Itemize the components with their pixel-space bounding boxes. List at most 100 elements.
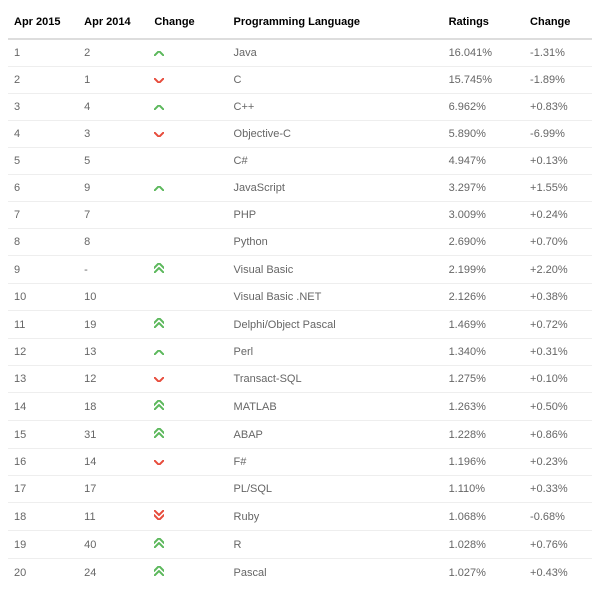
cell-apr2014: 14 bbox=[78, 449, 148, 476]
cell-change: +0.31% bbox=[524, 339, 592, 366]
cell-language: JavaScript bbox=[228, 175, 443, 202]
cell-apr2014: 19 bbox=[78, 311, 148, 339]
cell-apr2014: 13 bbox=[78, 339, 148, 366]
cell-ratings: 1.263% bbox=[443, 393, 524, 421]
cell-ratings: 1.028% bbox=[443, 531, 524, 559]
chevron-down-icon bbox=[154, 373, 164, 385]
cell-trend bbox=[148, 421, 227, 449]
cell-apr2015: 19 bbox=[8, 531, 78, 559]
table-row: 21C15.745%-1.89% bbox=[8, 67, 592, 94]
cell-apr2014: 17 bbox=[78, 476, 148, 503]
cell-change: +1.55% bbox=[524, 175, 592, 202]
cell-ratings: 1.110% bbox=[443, 476, 524, 503]
cell-apr2014: 24 bbox=[78, 559, 148, 587]
table-header-row: Apr 2015 Apr 2014 Change Programming Lan… bbox=[8, 8, 592, 39]
cell-change: +0.50% bbox=[524, 393, 592, 421]
cell-trend bbox=[148, 67, 227, 94]
cell-apr2015: 1 bbox=[8, 39, 78, 67]
cell-apr2015: 15 bbox=[8, 421, 78, 449]
cell-apr2015: 5 bbox=[8, 148, 78, 175]
language-rankings-table: Apr 2015 Apr 2014 Change Programming Lan… bbox=[8, 8, 592, 586]
cell-apr2014: 8 bbox=[78, 229, 148, 256]
cell-apr2014: 3 bbox=[78, 121, 148, 148]
table-row: 77PHP3.009%+0.24% bbox=[8, 202, 592, 229]
cell-apr2015: 7 bbox=[8, 202, 78, 229]
cell-language: Delphi/Object Pascal bbox=[228, 311, 443, 339]
cell-apr2015: 8 bbox=[8, 229, 78, 256]
table-row: 9-Visual Basic2.199%+2.20% bbox=[8, 256, 592, 284]
cell-trend bbox=[148, 311, 227, 339]
cell-language: C++ bbox=[228, 94, 443, 121]
cell-trend bbox=[148, 39, 227, 67]
cell-trend bbox=[148, 256, 227, 284]
cell-change: +0.13% bbox=[524, 148, 592, 175]
chevron-up-icon bbox=[154, 401, 164, 413]
table-row: 1010Visual Basic .NET2.126%+0.38% bbox=[8, 284, 592, 311]
cell-apr2014: 1 bbox=[78, 67, 148, 94]
cell-trend bbox=[148, 94, 227, 121]
cell-ratings: 15.745% bbox=[443, 67, 524, 94]
cell-ratings: 3.297% bbox=[443, 175, 524, 202]
table-row: 1213Perl1.340%+0.31% bbox=[8, 339, 592, 366]
cell-apr2014: - bbox=[78, 256, 148, 284]
cell-trend bbox=[148, 121, 227, 148]
cell-language: Ruby bbox=[228, 503, 443, 531]
cell-trend bbox=[148, 366, 227, 393]
cell-apr2015: 18 bbox=[8, 503, 78, 531]
chevron-up-icon bbox=[154, 567, 164, 579]
cell-change: +0.70% bbox=[524, 229, 592, 256]
cell-apr2015: 6 bbox=[8, 175, 78, 202]
cell-ratings: 2.199% bbox=[443, 256, 524, 284]
table-row: 1418MATLAB1.263%+0.50% bbox=[8, 393, 592, 421]
cell-apr2015: 11 bbox=[8, 311, 78, 339]
cell-ratings: 1.469% bbox=[443, 311, 524, 339]
cell-language: C bbox=[228, 67, 443, 94]
table-row: 1531ABAP1.228%+0.86% bbox=[8, 421, 592, 449]
cell-apr2014: 40 bbox=[78, 531, 148, 559]
cell-trend bbox=[148, 393, 227, 421]
cell-change: -0.68% bbox=[524, 503, 592, 531]
col-apr2014: Apr 2014 bbox=[78, 8, 148, 39]
cell-language: Perl bbox=[228, 339, 443, 366]
cell-apr2014: 9 bbox=[78, 175, 148, 202]
table-row: 34C++6.962%+0.83% bbox=[8, 94, 592, 121]
cell-ratings: 5.890% bbox=[443, 121, 524, 148]
cell-language: F# bbox=[228, 449, 443, 476]
cell-apr2014: 4 bbox=[78, 94, 148, 121]
chevron-down-icon bbox=[154, 456, 164, 468]
table-row: 2024Pascal1.027%+0.43% bbox=[8, 559, 592, 587]
cell-ratings: 1.196% bbox=[443, 449, 524, 476]
col-language: Programming Language bbox=[228, 8, 443, 39]
cell-apr2014: 5 bbox=[78, 148, 148, 175]
cell-apr2015: 9 bbox=[8, 256, 78, 284]
cell-language: ABAP bbox=[228, 421, 443, 449]
cell-change: +2.20% bbox=[524, 256, 592, 284]
table-row: 43Objective-C5.890%-6.99% bbox=[8, 121, 592, 148]
table-row: 55C#4.947%+0.13% bbox=[8, 148, 592, 175]
cell-apr2015: 13 bbox=[8, 366, 78, 393]
cell-ratings: 4.947% bbox=[443, 148, 524, 175]
cell-trend bbox=[148, 175, 227, 202]
cell-apr2015: 2 bbox=[8, 67, 78, 94]
cell-change: -6.99% bbox=[524, 121, 592, 148]
table-row: 1614F#1.196%+0.23% bbox=[8, 449, 592, 476]
cell-change: +0.24% bbox=[524, 202, 592, 229]
chevron-up-icon bbox=[154, 182, 164, 194]
chevron-up-icon bbox=[154, 429, 164, 441]
cell-trend bbox=[148, 503, 227, 531]
cell-apr2014: 7 bbox=[78, 202, 148, 229]
cell-change: +0.38% bbox=[524, 284, 592, 311]
chevron-up-icon bbox=[154, 346, 164, 358]
cell-apr2015: 20 bbox=[8, 559, 78, 587]
table-row: 88Python2.690%+0.70% bbox=[8, 229, 592, 256]
cell-trend bbox=[148, 202, 227, 229]
cell-ratings: 1.340% bbox=[443, 339, 524, 366]
cell-change: +0.86% bbox=[524, 421, 592, 449]
cell-change: +0.23% bbox=[524, 449, 592, 476]
cell-apr2015: 17 bbox=[8, 476, 78, 503]
cell-apr2015: 3 bbox=[8, 94, 78, 121]
cell-apr2014: 2 bbox=[78, 39, 148, 67]
chevron-up-icon bbox=[154, 101, 164, 113]
table-row: 1717PL/SQL1.110%+0.33% bbox=[8, 476, 592, 503]
col-ratings: Ratings bbox=[443, 8, 524, 39]
